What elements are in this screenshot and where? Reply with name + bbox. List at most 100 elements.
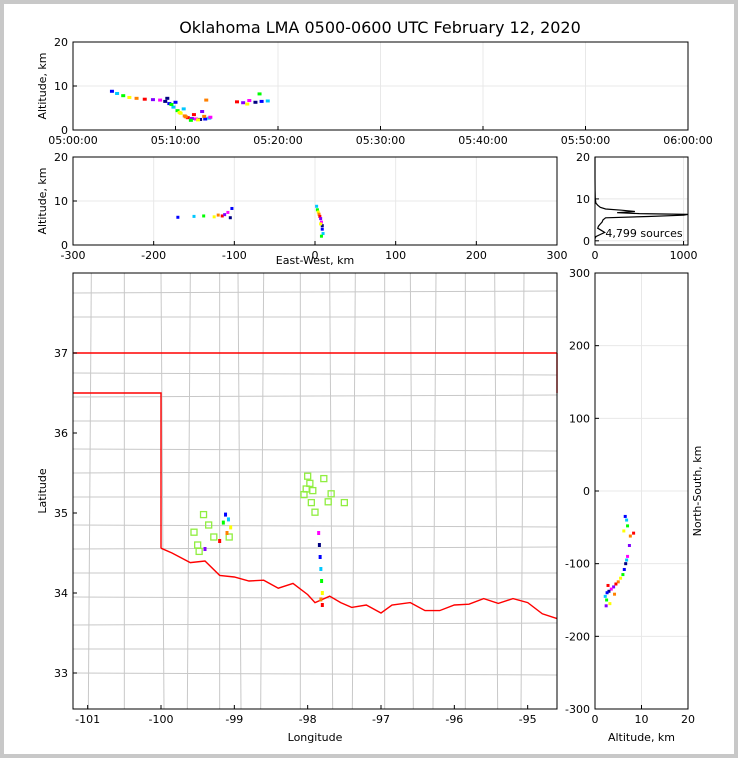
ns-source-point-10 (625, 558, 629, 562)
th-source-point-8 (163, 99, 168, 103)
ew-source-point-6 (223, 213, 227, 217)
map-station-marker-13 (190, 528, 198, 536)
th-source-point-20 (169, 102, 174, 106)
map-station-marker-12 (205, 521, 213, 529)
map-county-line-h-12 (72, 622, 558, 626)
map-source-point-12 (320, 591, 324, 595)
ew-xtick-label-0: -300 (61, 249, 86, 262)
ns-ytick-label-0: -300 (565, 703, 590, 716)
map-county-line-h-11 (72, 596, 558, 600)
map-station-marker-8 (324, 498, 332, 506)
ew-source-point-12 (316, 210, 320, 214)
th-source-point-2 (121, 94, 126, 98)
ew-source-point-10 (315, 204, 319, 208)
th-xtick-label-4: 05:40:00 (458, 134, 507, 147)
hist-xtick-label-1: 1000 (670, 249, 698, 262)
ew-source-point-5 (220, 214, 224, 218)
ew-xtick-label-4: 100 (385, 249, 406, 262)
ew-ytick-label-1: 10 (54, 195, 68, 208)
map-county-line-v-9 (351, 272, 356, 710)
ns-source-point-7 (626, 554, 630, 558)
map-axes-frame (72, 272, 558, 710)
ew-ytick-label-0: 0 (61, 239, 68, 252)
ns-source-point-4 (628, 534, 632, 538)
th-xtick-label-5: 05:50:00 (561, 134, 610, 147)
th-ytick-label-1: 10 (54, 80, 68, 93)
map-station-marker-2 (320, 474, 328, 483)
ew-source-point-11 (315, 208, 319, 212)
map-ylabel: Latitude (36, 468, 49, 514)
map-source-point-5 (218, 539, 222, 543)
map-station-marker-7 (307, 498, 315, 507)
ew-source-point-15 (319, 217, 323, 221)
ns-source-point-23 (606, 583, 610, 587)
map-county-line-h-8 (72, 524, 558, 528)
th-xtick-label-6: 06:00:00 (663, 134, 712, 147)
map-station-marker-0 (304, 472, 312, 480)
th-source-point-37 (265, 99, 270, 103)
ns-source-point-17 (607, 589, 611, 593)
ns-source-point-6 (627, 544, 631, 547)
north-south-altitude-panel: 0 10 20 -300 -200 -100 0 100 200 300 Altitude, km N… (565, 267, 704, 744)
map-ytick-label-4: 37 (54, 347, 68, 360)
map-ytick-label-3: 36 (54, 427, 68, 440)
map-station-marker-16 (225, 533, 233, 541)
map-county-line-h-5 (72, 448, 558, 452)
th-source-point-11 (175, 109, 180, 113)
ns-xtick-label-0: 0 (592, 713, 599, 726)
map-station-marker-5 (327, 490, 335, 498)
ew-source-point-18 (320, 227, 324, 231)
map-county-line-v-12 (432, 272, 437, 710)
map-source-point-2 (221, 520, 225, 525)
th-source-point-18 (203, 117, 208, 121)
hist-ytick-label-2: 20 (576, 151, 590, 164)
map-source-point-10 (319, 567, 323, 571)
th-ytick-label-0: 0 (61, 124, 68, 137)
ew-source-point-1 (192, 214, 196, 218)
ns-ytick-label-6: 300 (569, 267, 590, 280)
map-ytick-label-2: 35 (54, 507, 68, 520)
th-source-point-7 (158, 98, 163, 102)
ew-xtick-label-3: 0 (312, 249, 319, 262)
ew-source-point-19 (321, 232, 325, 236)
ew-ytick-label-2: 20 (54, 151, 68, 164)
th-source-point-10 (171, 105, 176, 109)
hist-xtick-label-0: 0 (592, 249, 599, 262)
th-source-point-39 (245, 102, 250, 106)
th-ytick-label-2: 20 (54, 36, 68, 49)
ew-source-point-7 (226, 210, 230, 214)
ns-source-point-20 (605, 598, 609, 602)
map-xtick-label-2: -99 (225, 713, 243, 726)
th-ylabel: Altitude, km (36, 52, 49, 119)
ns-source-point-2 (626, 524, 630, 528)
ew-source-point-4 (216, 213, 220, 217)
ew-xtick-label-2: -100 (222, 249, 247, 262)
ns-source-point-15 (612, 585, 616, 589)
ew-source-point-0 (176, 215, 180, 219)
th-source-point-1 (115, 91, 120, 95)
ew-source-point-9 (230, 206, 234, 210)
ns-source-point-13 (616, 580, 620, 584)
ns-source-point-1 (625, 518, 629, 522)
ns-source-point-5 (632, 531, 636, 535)
map-source-point-14 (320, 603, 324, 607)
ns-source-point-14 (614, 582, 618, 586)
th-source-point-34 (247, 99, 252, 103)
ew-xlabel: East-West, km (276, 254, 354, 267)
ns-xtick-label-2: 20 (681, 713, 695, 726)
th-source-point-15 (189, 117, 194, 121)
map-xtick-label-1: -100 (149, 713, 174, 726)
map-xlabel: Longitude (288, 731, 343, 744)
map-county-line-h-14 (72, 672, 558, 676)
ns-ytick-label-1: -200 (565, 630, 590, 643)
th-source-point-25 (208, 115, 213, 119)
th-xtick-label-3: 05:30:00 (356, 134, 405, 147)
map-station-marker-6 (300, 490, 308, 499)
ns-source-point-21 (608, 602, 612, 606)
th-source-point-38 (257, 92, 262, 96)
th-source-point-31 (202, 114, 207, 118)
th-source-point-33 (241, 101, 246, 105)
map-station-marker-9 (340, 498, 348, 507)
map-source-point-1 (226, 517, 230, 522)
